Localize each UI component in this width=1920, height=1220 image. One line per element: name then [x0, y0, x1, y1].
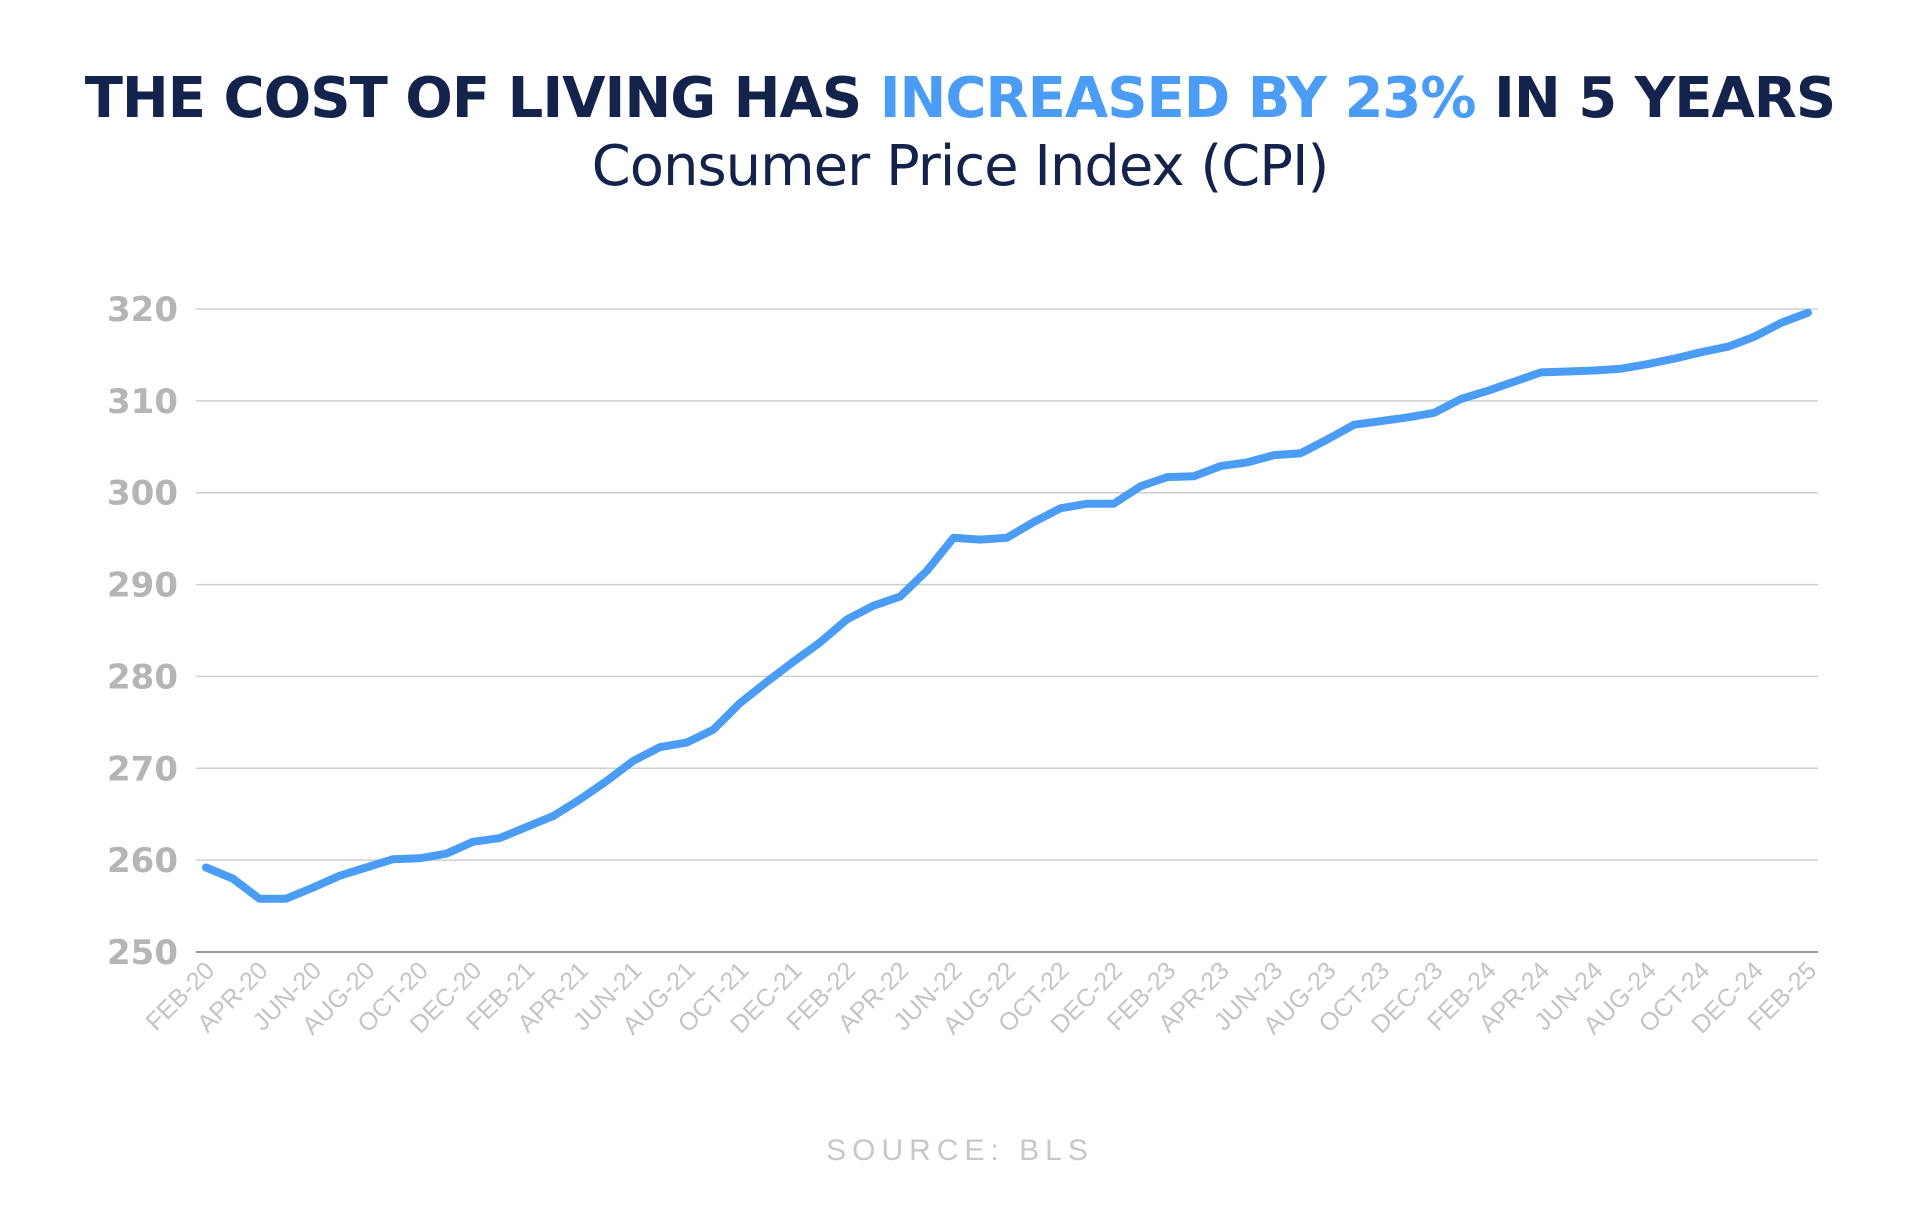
- y-tick-label: 280: [107, 657, 178, 697]
- title-part-1: THE COST OF LIVING HAS: [84, 66, 880, 131]
- title-highlight: INCREASED BY 23%: [879, 66, 1477, 131]
- chart-title-block: THE COST OF LIVING HAS INCREASED BY 23% …: [0, 68, 1920, 197]
- cpi-series-line: [202, 308, 1812, 903]
- y-tick-label: 250: [107, 933, 178, 973]
- y-tick-label: 270: [107, 749, 178, 789]
- y-tick-label: 290: [107, 566, 178, 606]
- chart-title: THE COST OF LIVING HAS INCREASED BY 23% …: [0, 68, 1920, 130]
- y-tick-label: 260: [107, 841, 178, 881]
- title-part-2: IN 5 YEARS: [1475, 66, 1836, 131]
- y-tick-label: 320: [107, 290, 178, 330]
- y-tick-label: 300: [107, 474, 178, 514]
- source-note: SOURCE: BLS: [826, 1134, 1094, 1167]
- y-tick-label: 310: [107, 382, 178, 422]
- chart-subtitle: Consumer Price Index (CPI): [591, 133, 1330, 199]
